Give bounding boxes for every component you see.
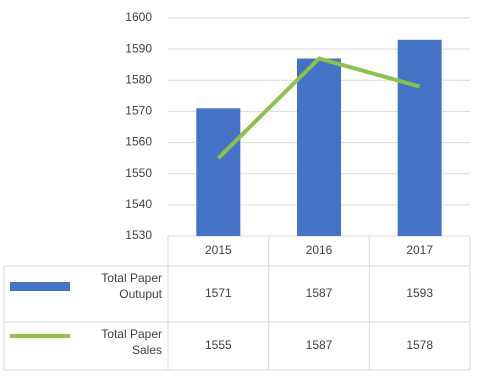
legend-label: Total Paper Sales — [101, 327, 162, 357]
table-value: 1555 — [205, 338, 232, 352]
table-value: 1578 — [406, 338, 433, 352]
bar — [397, 39, 442, 236]
x-tick-label: 2016 — [306, 243, 333, 257]
y-tick-label: 1560 — [125, 135, 152, 149]
y-tick-label: 1570 — [125, 104, 152, 118]
y-tick-label: 1530 — [125, 228, 152, 242]
line — [216, 56, 421, 160]
y-tick-label: 1600 — [125, 10, 152, 24]
y-tick-label: 1590 — [125, 41, 152, 55]
x-tick-label: 2017 — [406, 243, 433, 257]
y-tick-label: 1580 — [125, 72, 152, 86]
bar — [196, 108, 241, 236]
bar — [297, 58, 341, 236]
table-value: 1593 — [406, 286, 433, 300]
x-tick-label: 2015 — [205, 243, 232, 257]
y-tick-label: 1550 — [125, 166, 152, 180]
legend-key — [10, 282, 70, 291]
table-value: 1571 — [205, 286, 232, 300]
table-value: 1587 — [306, 338, 333, 352]
y-tick-label: 1540 — [125, 197, 152, 211]
table-value: 1587 — [306, 286, 333, 300]
legend-label: Total Paper Outuput — [101, 271, 162, 301]
